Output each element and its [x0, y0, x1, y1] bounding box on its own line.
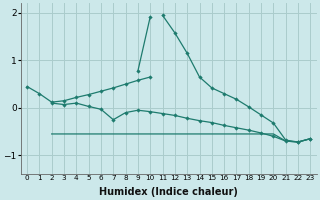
X-axis label: Humidex (Indice chaleur): Humidex (Indice chaleur): [99, 187, 238, 197]
